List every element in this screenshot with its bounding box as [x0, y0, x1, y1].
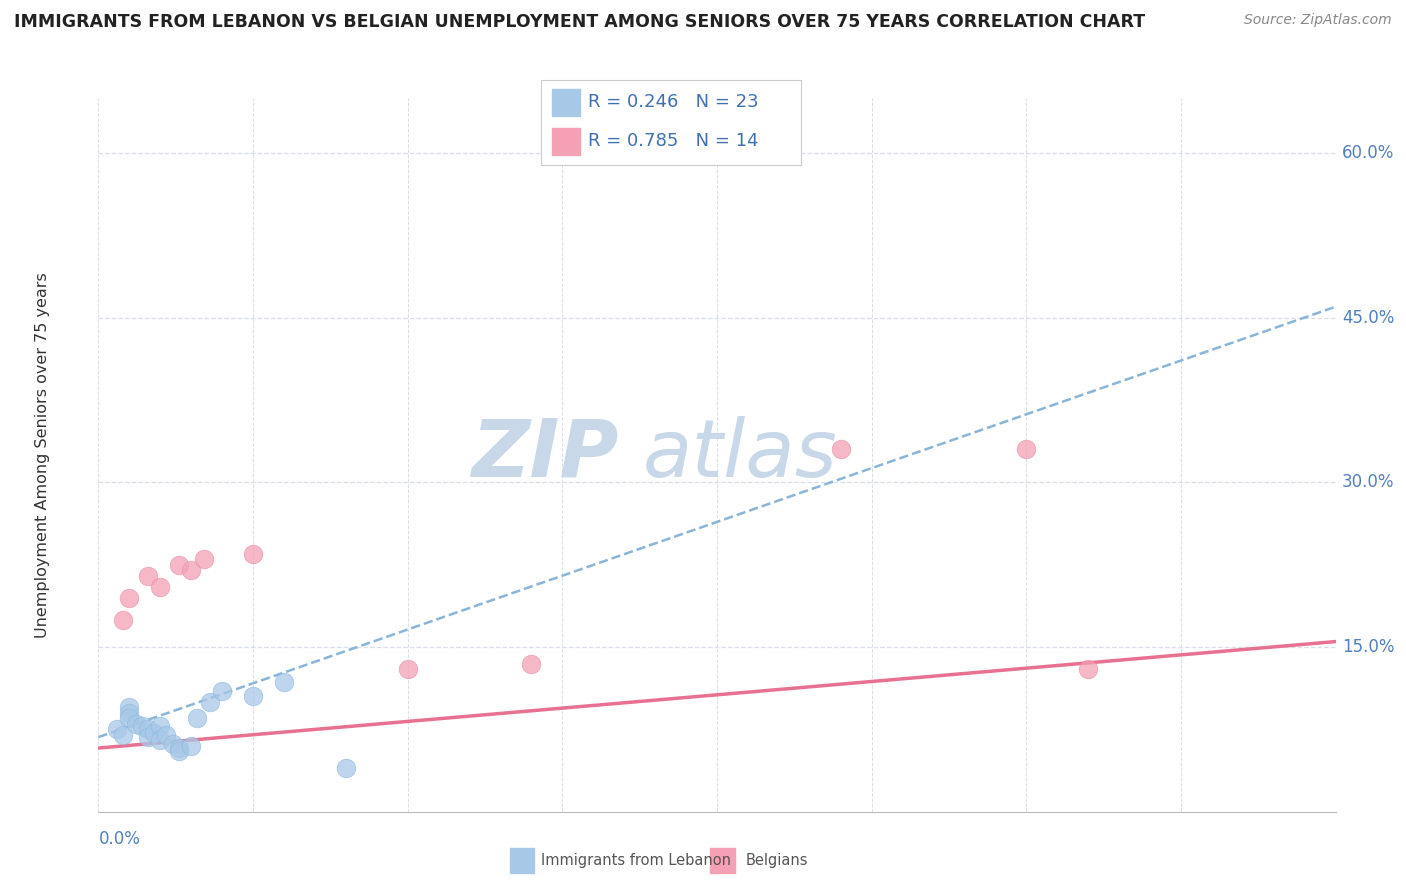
Text: 60.0%: 60.0%	[1341, 144, 1395, 162]
Text: Unemployment Among Seniors over 75 years: Unemployment Among Seniors over 75 years	[35, 272, 51, 638]
Point	[136, 568, 159, 582]
Point	[180, 739, 202, 753]
Text: ZIP: ZIP	[471, 416, 619, 494]
Point	[112, 728, 135, 742]
Point	[136, 730, 159, 744]
Text: 45.0%: 45.0%	[1341, 309, 1395, 326]
Bar	[710, 848, 734, 873]
Text: R = 0.785   N = 14: R = 0.785 N = 14	[588, 132, 759, 150]
Point	[396, 662, 419, 676]
Point	[830, 442, 852, 457]
Point	[335, 761, 357, 775]
Text: Belgians: Belgians	[745, 854, 807, 868]
Point	[242, 690, 264, 704]
Point	[155, 728, 177, 742]
Point	[149, 733, 172, 747]
Text: 30.0%: 30.0%	[1341, 474, 1395, 491]
Text: IMMIGRANTS FROM LEBANON VS BELGIAN UNEMPLOYMENT AMONG SENIORS OVER 75 YEARS CORR: IMMIGRANTS FROM LEBANON VS BELGIAN UNEMP…	[14, 13, 1144, 31]
Point	[644, 146, 666, 161]
Point	[167, 558, 190, 572]
Bar	[551, 128, 581, 155]
Point	[198, 695, 221, 709]
Text: 0.0%: 0.0%	[98, 830, 141, 847]
Point	[118, 711, 141, 725]
Point	[105, 723, 128, 737]
Point	[118, 591, 141, 605]
Point	[136, 723, 159, 737]
Point	[149, 580, 172, 594]
Point	[118, 706, 141, 720]
Text: atlas: atlas	[643, 416, 838, 494]
Text: Immigrants from Lebanon: Immigrants from Lebanon	[541, 854, 731, 868]
Point	[520, 657, 543, 671]
Point	[162, 737, 184, 751]
Point	[143, 725, 166, 739]
Point	[124, 717, 146, 731]
Bar	[551, 89, 581, 116]
Point	[167, 744, 190, 758]
Point	[193, 552, 215, 566]
Point	[112, 613, 135, 627]
Point	[118, 700, 141, 714]
Point	[167, 741, 190, 756]
Point	[242, 547, 264, 561]
Point	[1077, 662, 1099, 676]
Point	[186, 711, 208, 725]
Bar	[509, 848, 534, 873]
Point	[1015, 442, 1038, 457]
Point	[149, 719, 172, 733]
Point	[180, 563, 202, 577]
Text: Source: ZipAtlas.com: Source: ZipAtlas.com	[1244, 13, 1392, 28]
Point	[131, 719, 153, 733]
Text: 15.0%: 15.0%	[1341, 638, 1395, 656]
Text: R = 0.246   N = 23: R = 0.246 N = 23	[588, 94, 759, 112]
Point	[273, 675, 295, 690]
Point	[211, 684, 233, 698]
